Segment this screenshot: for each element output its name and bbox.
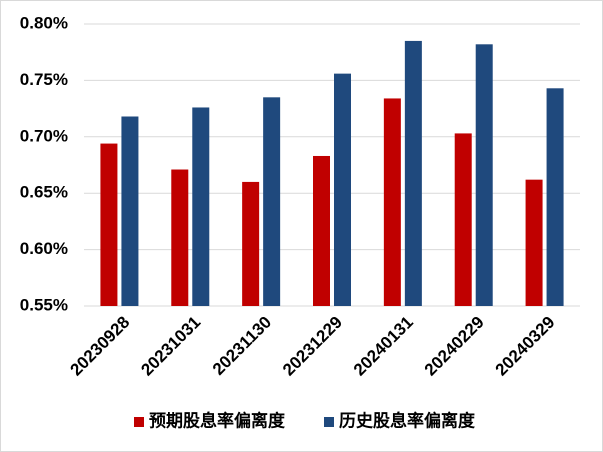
bar	[192, 107, 210, 306]
bar	[404, 40, 422, 307]
bar	[334, 73, 351, 306]
bar	[121, 116, 139, 306]
bar	[242, 181, 260, 306]
legend-swatch	[324, 417, 334, 427]
y-tick-label: 0.55%	[20, 295, 68, 314]
bar	[475, 44, 493, 306]
bar	[383, 98, 401, 306]
legend-swatch	[134, 417, 144, 427]
y-tick-label: 0.70%	[20, 126, 68, 145]
bar	[313, 155, 330, 306]
legend-label: 预期股息率偏离度	[149, 410, 286, 430]
bar	[525, 179, 543, 306]
bar	[100, 143, 118, 306]
bar	[546, 88, 564, 307]
y-tick-label: 0.80%	[20, 13, 68, 32]
bar	[454, 133, 472, 306]
y-tick-label: 0.75%	[20, 70, 68, 89]
legend-label: 历史股息率偏离度	[339, 410, 476, 430]
bar	[171, 169, 189, 306]
bar	[263, 97, 281, 306]
y-tick-label: 0.60%	[20, 239, 68, 258]
y-tick-label: 0.65%	[20, 183, 68, 202]
